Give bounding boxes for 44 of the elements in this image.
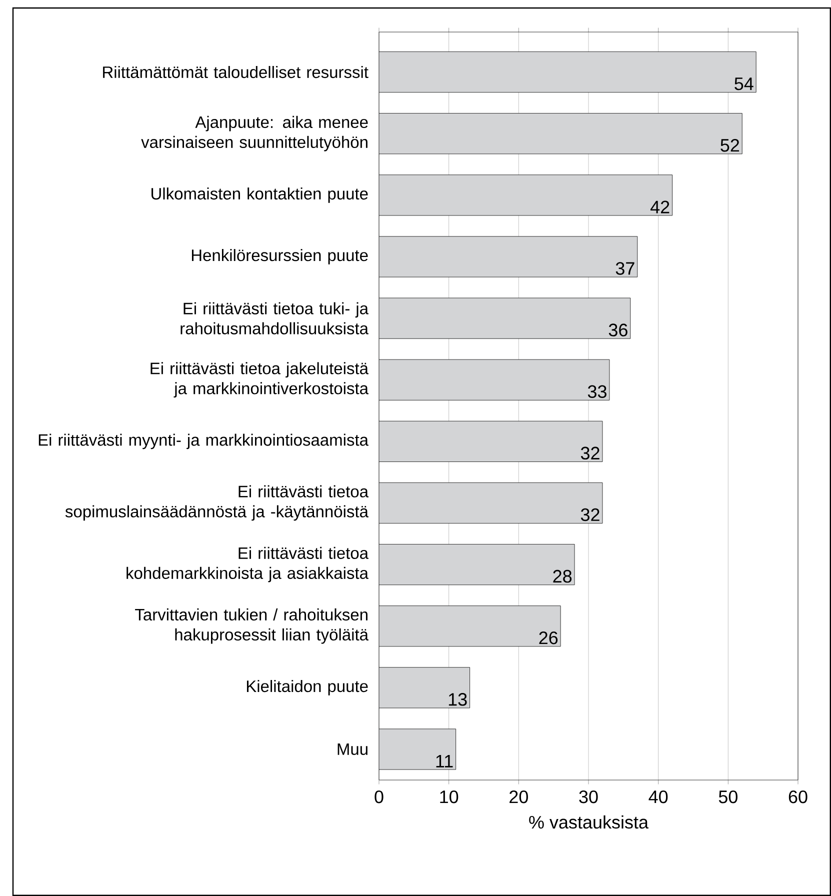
bar bbox=[378, 52, 756, 93]
bar bbox=[378, 606, 561, 647]
y-tick-label: Kielitaidon puute bbox=[246, 680, 368, 696]
x-tick-label: 60 bbox=[788, 790, 808, 804]
bar bbox=[378, 236, 638, 278]
bar bbox=[378, 359, 610, 400]
bar bbox=[378, 544, 575, 586]
bar bbox=[378, 667, 470, 708]
bar bbox=[378, 113, 742, 154]
data-label: 37 bbox=[616, 262, 634, 275]
x-tick-label: 10 bbox=[440, 790, 458, 804]
x-tick-label: 0 bbox=[374, 790, 384, 804]
bar bbox=[378, 298, 631, 339]
data-label: 54 bbox=[734, 78, 754, 90]
data-label: 13 bbox=[448, 693, 467, 706]
y-tick-label: Riittämättömät taloudelliset resurssit bbox=[103, 66, 368, 78]
bar bbox=[378, 728, 456, 770]
y-tick-label: Ei riittävästi tietoa kohdemarkkinoista ja asiakkaista bbox=[126, 546, 369, 582]
data-label: 32 bbox=[580, 508, 600, 522]
bar bbox=[378, 482, 603, 524]
bar bbox=[378, 174, 672, 216]
data-label: 26 bbox=[539, 631, 558, 644]
data-label: 36 bbox=[608, 324, 628, 336]
x-tick-label: 20 bbox=[510, 790, 528, 804]
y-tick-label: Ajanpuute: aika menee varsinaiseen suunnittelutyöhön bbox=[141, 116, 368, 152]
data-label: 42 bbox=[650, 200, 670, 214]
data-label: 52 bbox=[720, 138, 740, 152]
y-tick-label: Ei riittävästi tietoa jakeluteistä ja markkinointiverkostoista bbox=[150, 362, 369, 398]
data-label: 11 bbox=[436, 754, 453, 768]
y-tick-label: Henkilöresurssien puute bbox=[192, 249, 368, 264]
y-tick-label: Ei riittävästi myynti- ja markkinointiosaamista bbox=[38, 434, 368, 450]
x-axis-title: % vastauksista bbox=[529, 815, 648, 829]
y-tick-label: Tarvittavien tukien / rahoituksen hakuprosessit liian työläitä bbox=[135, 608, 368, 644]
data-label: 33 bbox=[588, 385, 606, 398]
y-tick-label: Ei riittävästi tietoa sopimuslainsäädännöstä ja -käytännöistä bbox=[65, 485, 369, 521]
x-tick-label: 40 bbox=[648, 790, 668, 804]
y-tick-label: Ulkomaisten kontaktien puute bbox=[152, 187, 368, 203]
y-tick-label: Ei riittävästi tietoa tuki- ja rahoitusmahdollisuuksista bbox=[180, 302, 369, 334]
data-label: 32 bbox=[580, 446, 600, 460]
y-tick-label: Muu bbox=[338, 743, 368, 755]
data-label: 28 bbox=[553, 570, 572, 583]
x-tick-label: 30 bbox=[579, 790, 598, 804]
bar bbox=[378, 420, 603, 462]
x-tick-label: 50 bbox=[718, 790, 738, 804]
